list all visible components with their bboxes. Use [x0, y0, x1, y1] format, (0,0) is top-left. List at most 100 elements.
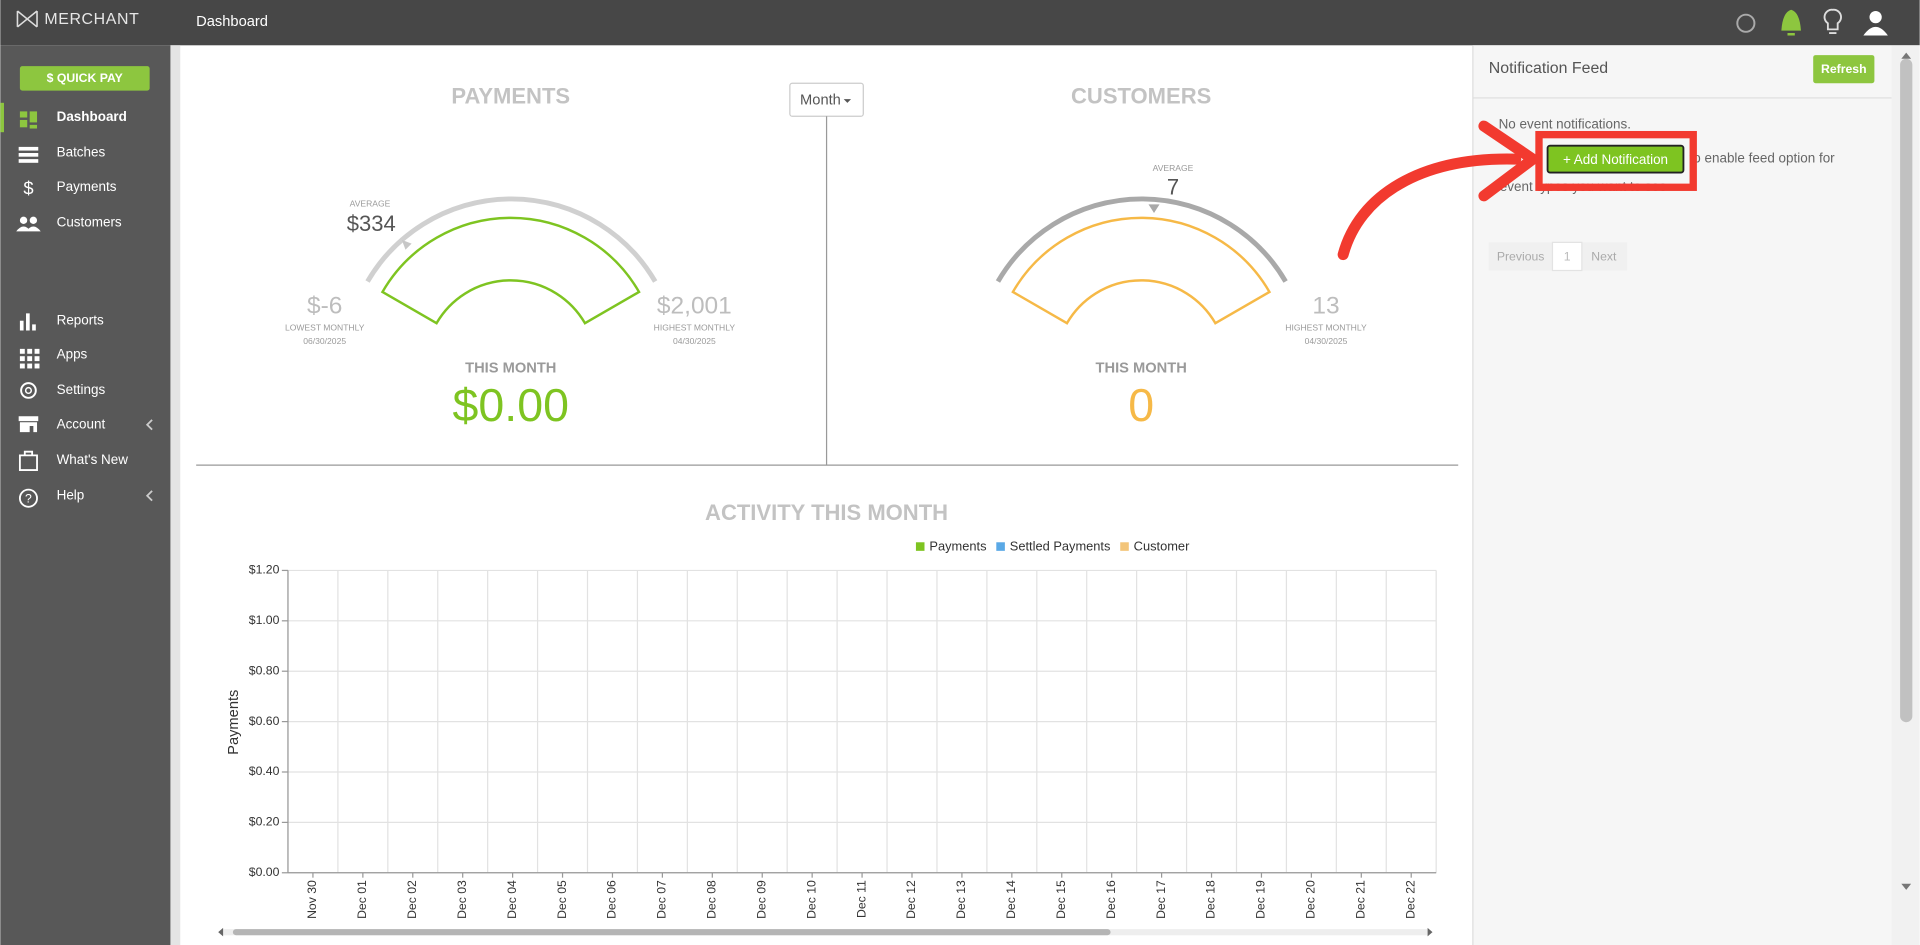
- sidebar-edge: [170, 45, 181, 945]
- y-tick-label: $1.20: [249, 563, 280, 577]
- h-scroll-thumb[interactable]: [232, 929, 1111, 936]
- average-marker: [1148, 204, 1160, 213]
- menu-item[interactable]: Help: [57, 487, 85, 502]
- x-tick-label: Dec 14: [1004, 880, 1018, 919]
- legend-swatch: [996, 542, 1005, 551]
- annotation-arrowhead: [1478, 120, 1539, 202]
- x-tick-label: Nov 30: [305, 880, 319, 919]
- bell-icon[interactable]: [1781, 9, 1801, 36]
- x-tick-label: Dec 02: [405, 880, 419, 919]
- menu-item[interactable]: Dashboard: [57, 109, 127, 124]
- x-tick-label: Dec 18: [1204, 880, 1218, 919]
- gauge-range-arc: [995, 196, 1288, 283]
- x-tick-label: Dec 16: [1104, 880, 1118, 919]
- refresh-label[interactable]: Refresh: [1821, 62, 1867, 76]
- average-value: $334: [347, 211, 396, 236]
- refresh-button[interactable]: [1813, 55, 1875, 84]
- highest-date: 04/30/2025: [673, 336, 716, 346]
- menu-item[interactable]: What's New: [57, 452, 129, 467]
- legend-swatch: [1120, 542, 1129, 551]
- page-number[interactable]: 1: [1564, 249, 1571, 263]
- this-month-value: 0: [1128, 379, 1154, 431]
- this-month-value: $0.00: [453, 379, 569, 431]
- add-notification-label[interactable]: + Add Notification: [1563, 152, 1668, 167]
- highest-date: 04/30/2025: [1305, 336, 1348, 346]
- highlight-box: [1535, 130, 1697, 191]
- menu-item[interactable]: Customers: [57, 214, 122, 229]
- x-tick-label: Dec 01: [355, 880, 369, 919]
- v-scroll-thumb[interactable]: [1900, 58, 1913, 723]
- gauge-band: [1011, 216, 1272, 325]
- average-label: AVERAGE: [350, 199, 391, 209]
- menu-item[interactable]: Settings: [57, 382, 106, 397]
- y-tick-label: $0.00: [249, 865, 280, 879]
- legend-label: Customer: [1134, 539, 1190, 554]
- gauge-title: PAYMENTS: [451, 84, 570, 109]
- previous-button[interactable]: Previous: [1497, 249, 1545, 263]
- x-tick-label: Dec 19: [1254, 880, 1268, 919]
- x-tick-label: Dec 11: [854, 880, 868, 918]
- average-value: 7: [1167, 174, 1179, 199]
- user-icon[interactable]: [1869, 11, 1882, 24]
- empty-message: No event notifications.: [1499, 116, 1631, 131]
- add-notification-button[interactable]: [1546, 144, 1685, 174]
- x-tick-label: Dec 07: [655, 880, 669, 919]
- x-tick-label: Dec 17: [1154, 880, 1168, 919]
- gauge-title: CUSTOMERS: [1071, 84, 1211, 109]
- quick-pay-label[interactable]: $ QUICK PAY: [47, 71, 123, 85]
- sidebar: [0, 45, 171, 945]
- menu-item[interactable]: Batches: [57, 145, 106, 160]
- y-tick-label: $0.60: [249, 714, 280, 728]
- menu-icons: $ ?: [16, 111, 41, 508]
- x-tick-label: Dec 09: [754, 880, 768, 919]
- highest-label: HIGHEST MONTHLY: [1285, 322, 1367, 332]
- top-bar: [0, 0, 1920, 46]
- chevron: [145, 419, 153, 502]
- menu-item[interactable]: Reports: [57, 312, 104, 327]
- x-tick-label: Dec 13: [954, 880, 968, 919]
- sync-icon[interactable]: [1736, 13, 1756, 33]
- page-button[interactable]: [1551, 241, 1583, 272]
- x-tick-label: Dec 15: [1054, 880, 1068, 919]
- menu-item[interactable]: Account: [57, 416, 106, 431]
- menu-item[interactable]: Apps: [57, 347, 88, 362]
- x-tick-label: Dec 12: [904, 880, 918, 919]
- quick-pay-button[interactable]: [19, 66, 150, 91]
- highest-value: $2,001: [657, 293, 732, 320]
- legend-label: Payments: [929, 539, 986, 554]
- annotation-arrow: [1337, 153, 1522, 261]
- gauge-range-arc: [365, 196, 658, 283]
- x-tick-label: Dec 03: [455, 880, 469, 919]
- bulb-icon[interactable]: [1823, 8, 1842, 34]
- highest-value: 13: [1312, 293, 1339, 320]
- logo: MERCHANT: [44, 11, 139, 28]
- chart-title: ACTIVITY THIS MONTH: [705, 500, 948, 525]
- next-button[interactable]: Next: [1591, 249, 1617, 263]
- svg-text:?: ?: [25, 492, 32, 506]
- legend-swatch: [915, 542, 925, 551]
- x-tick-label: Dec 22: [1403, 880, 1417, 919]
- gauge-band: [380, 216, 641, 325]
- lowest-label: LOWEST MONTHLY: [285, 322, 365, 332]
- x-tick-label: Dec 20: [1304, 880, 1318, 919]
- y-tick-label: $0.80: [249, 663, 280, 677]
- average-marker: [401, 239, 412, 250]
- highest-label: HIGHEST MONTHLY: [654, 322, 736, 332]
- period-dropdown-label[interactable]: Month: [800, 92, 841, 108]
- menu-item[interactable]: Payments: [57, 179, 117, 194]
- page-title: Dashboard: [196, 14, 268, 30]
- svg-text:$: $: [23, 178, 33, 199]
- notification-panel: [1472, 45, 1892, 945]
- x-tick-label: Dec 10: [804, 880, 818, 919]
- logo-icon: [16, 10, 38, 28]
- x-tick-label: Dec 21: [1354, 880, 1368, 919]
- y-axis-label: Payments: [226, 690, 242, 755]
- panel-title: Notification Feed: [1489, 60, 1608, 77]
- x-tick-label: Dec 06: [605, 880, 619, 919]
- y-tick-label: $1.00: [249, 613, 280, 627]
- active-indicator: [0, 102, 4, 133]
- legend-label: Settled Payments: [1010, 539, 1111, 554]
- x-tick-label: Dec 04: [505, 880, 519, 919]
- y-tick-label: $0.40: [249, 764, 280, 778]
